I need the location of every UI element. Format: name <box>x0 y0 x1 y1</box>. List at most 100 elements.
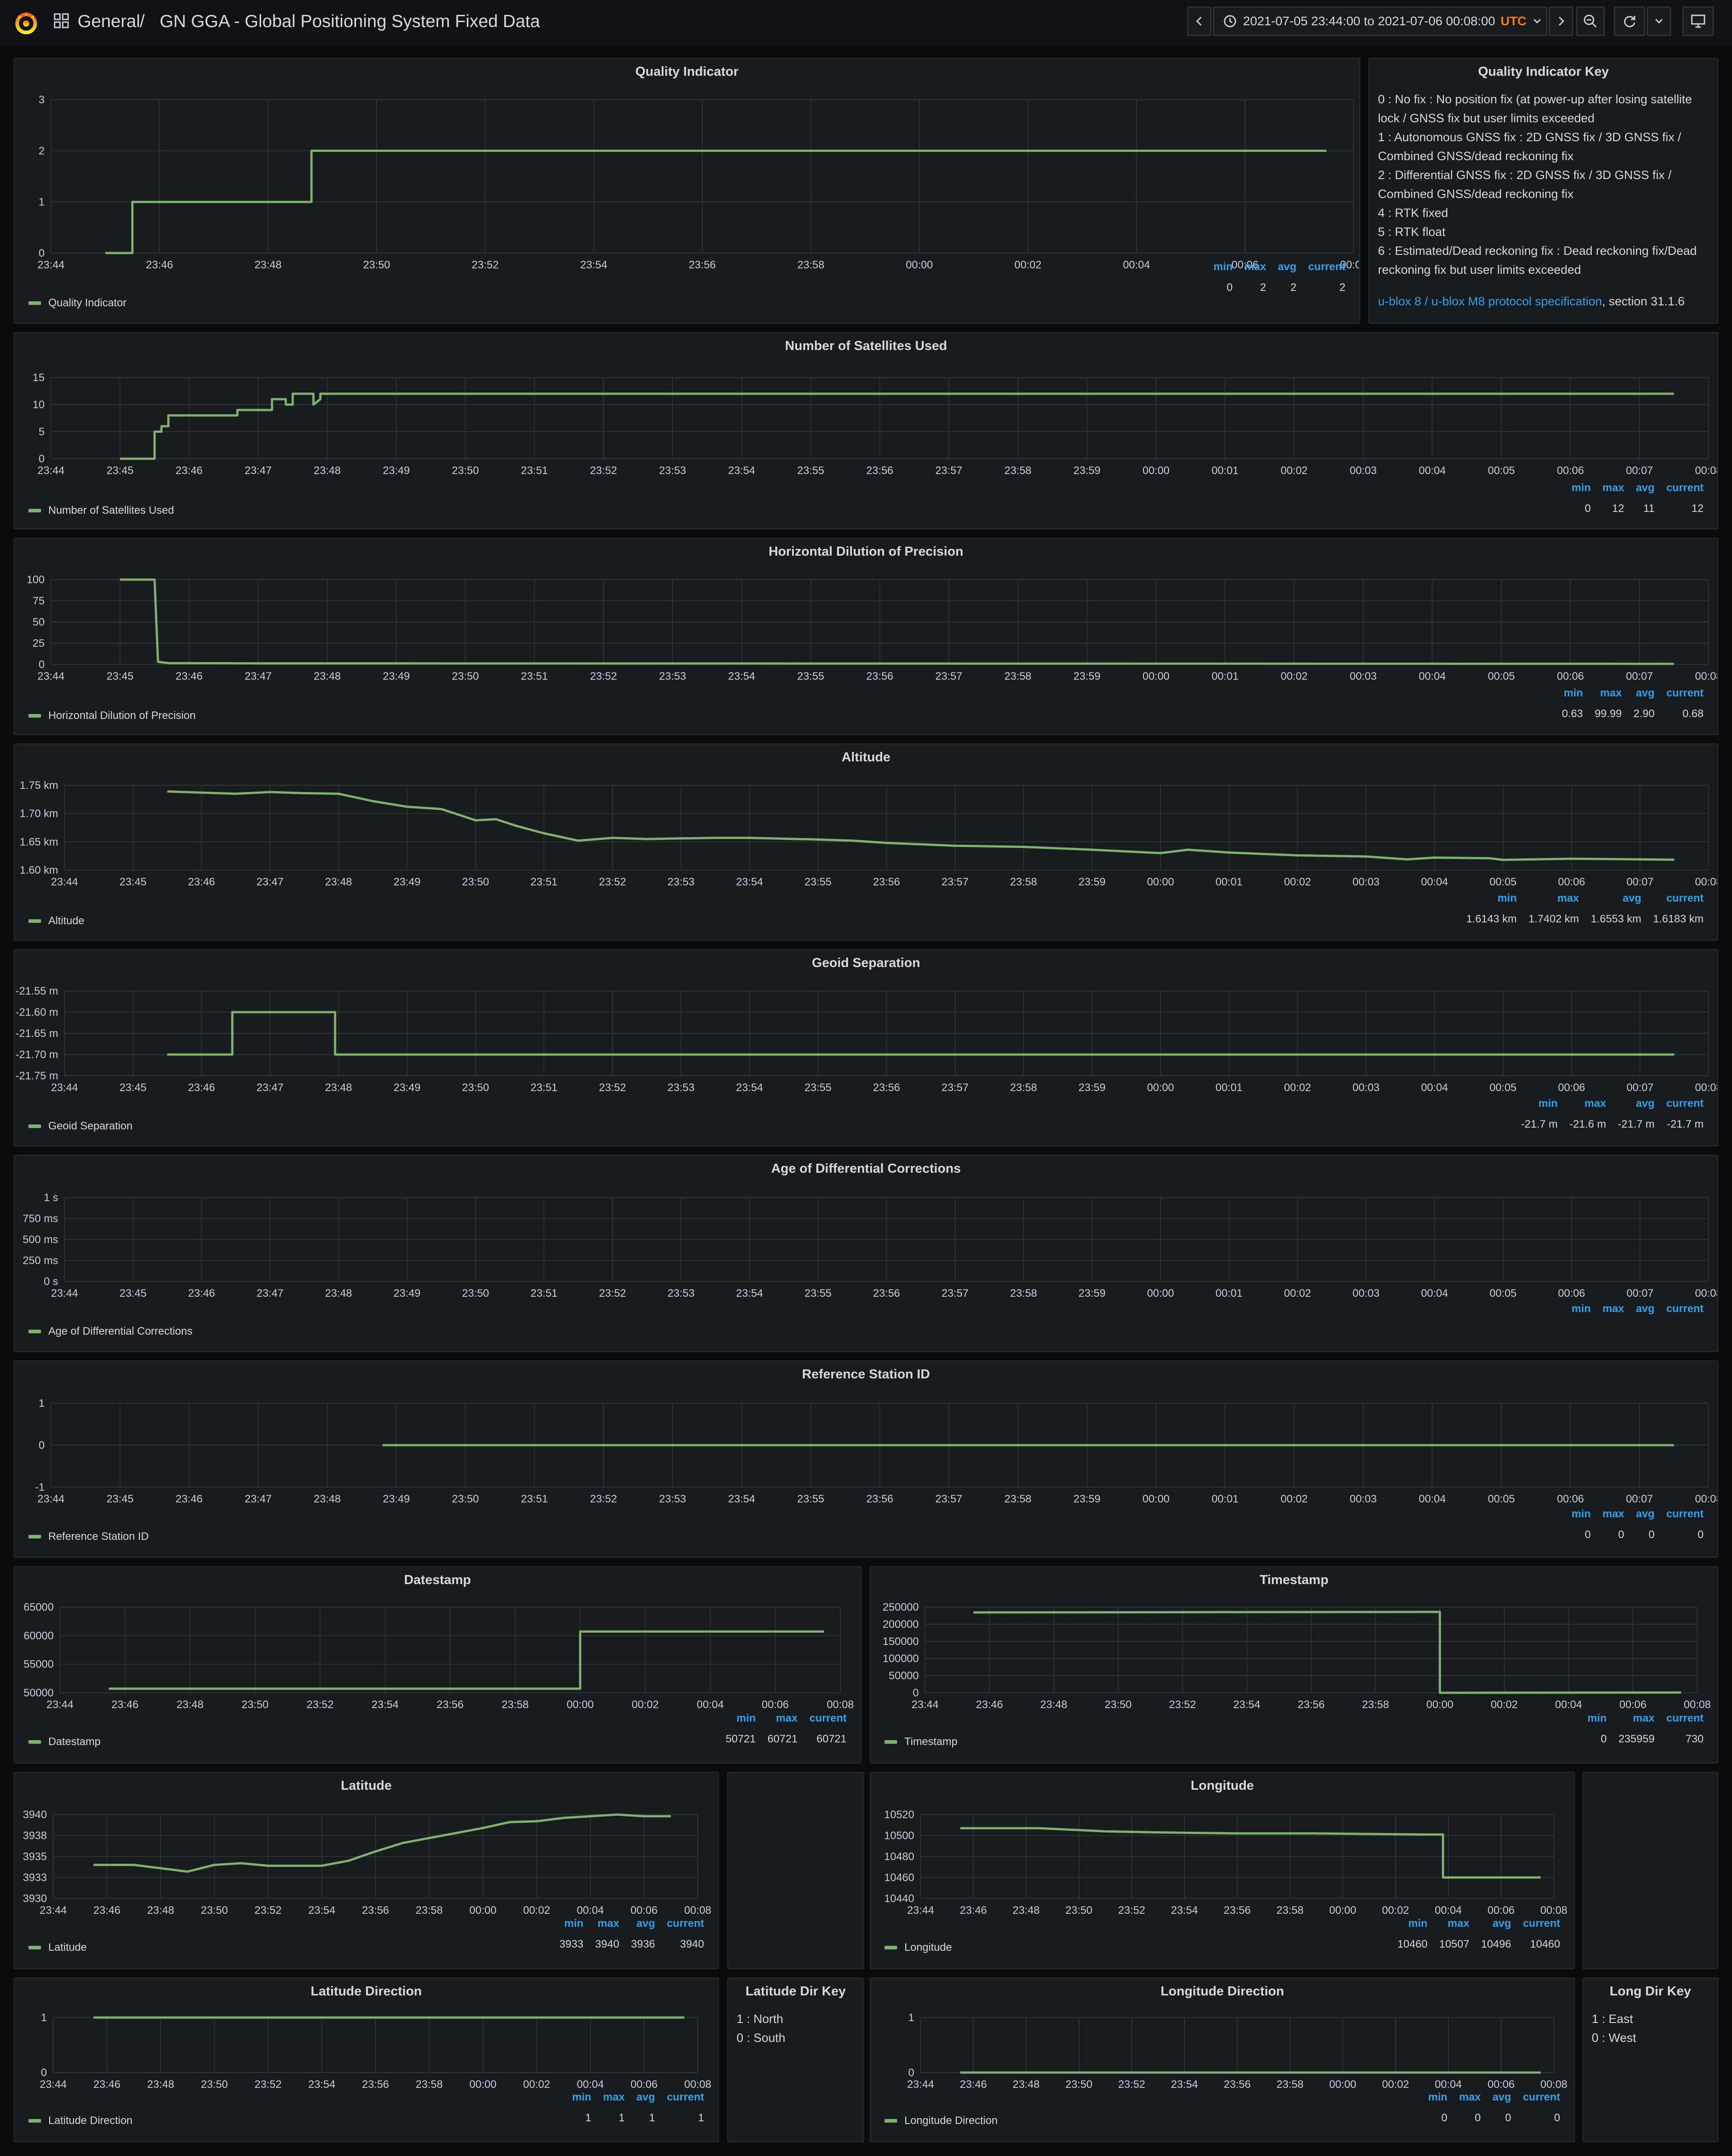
stat-header[interactable]: avg <box>1622 892 1641 904</box>
series-line[interactable] <box>120 578 1674 665</box>
stat-header[interactable]: max <box>776 1712 798 1724</box>
londir-panel[interactable]: Longitude Direction 23:44 23:46 23:48 23:50 2… <box>870 1977 1575 2142</box>
diffage-panel[interactable]: Age of Differential Corrections 23:44 23:4… <box>14 1155 1718 1352</box>
series-line[interactable] <box>167 1011 1675 1056</box>
hdop-panel[interactable]: Horizontal Dilution of Precision 23:44 23:… <box>14 538 1718 735</box>
stat-header[interactable]: max <box>1602 482 1624 494</box>
panel-title[interactable]: Longitude Direction <box>1161 1984 1284 1999</box>
series-line[interactable] <box>973 1611 1681 1694</box>
panel-title[interactable]: Number of Satellites Used <box>785 339 947 353</box>
geoid-panel[interactable]: Geoid Separation 23:44 23:45 23:46 23:47 23:4… <box>14 949 1718 1147</box>
legend-item[interactable]: Latitude Direction <box>28 2115 133 2127</box>
zoom-out-button[interactable] <box>1576 6 1605 36</box>
lon-graph[interactable]: 23:44 23:46 23:48 23:50 23:52 23:54 23:56 23:58… <box>871 1773 1574 1968</box>
stat-header[interactable]: max <box>1602 1508 1624 1520</box>
panel-title[interactable]: Latitude Direction <box>310 1984 422 1999</box>
diffage-graph[interactable]: 23:44 23:45 23:46 23:47 23:48 23:49 23:50 23:51… <box>15 1156 1717 1351</box>
legend-item[interactable]: Latitude <box>28 1941 87 1954</box>
date-graph[interactable]: 23:44 23:46 23:48 23:50 23:52 23:54 23:56 23:58… <box>15 1567 860 1762</box>
series-line[interactable] <box>93 1813 671 1873</box>
stat-header[interactable]: avg <box>1635 1303 1655 1315</box>
panel-title[interactable]: Longitude <box>1190 1778 1254 1793</box>
stat-header[interactable]: min <box>1428 2091 1447 2103</box>
quality-graph[interactable]: 23:44 23:46 23:48 23:50 23:52 23:54 23:56 23:58… <box>15 59 1359 322</box>
refid-panel[interactable]: Reference Station ID 23:44 23:45 23:46 23:47… <box>14 1360 1718 1558</box>
panel-title[interactable]: Reference Station ID <box>802 1367 930 1382</box>
legend-item[interactable]: Longitude Direction <box>884 2115 998 2127</box>
stat-header[interactable]: avg <box>1492 1917 1511 1930</box>
panel-title[interactable]: Datestamp <box>404 1573 471 1587</box>
stat-header[interactable]: current <box>1666 1712 1704 1724</box>
stat-header[interactable]: min <box>1571 482 1591 494</box>
legend-item[interactable]: Timestamp <box>884 1736 958 1748</box>
stat-header[interactable]: min <box>572 2091 591 2103</box>
tv-mode-button[interactable] <box>1682 6 1714 36</box>
series-line[interactable] <box>109 1630 824 1690</box>
series-line[interactable] <box>105 149 1327 254</box>
panel-title[interactable]: Timestamp <box>1259 1573 1329 1587</box>
stat-header[interactable]: avg <box>1277 261 1297 273</box>
legend-item[interactable]: Longitude <box>884 1941 952 1954</box>
time-panel[interactable]: Timestamp 23:44 23:46 23:48 23:50 23:52 23:54 2… <box>870 1566 1718 1764</box>
stat-header[interactable]: min <box>1563 687 1583 699</box>
sats-panel[interactable]: Number of Satellites Used 23:44 23:45 23:46… <box>14 332 1718 530</box>
latdir-panel[interactable]: Latitude Direction 23:44 23:46 23:48 23:50 23… <box>14 1977 719 2142</box>
alt-graph[interactable]: 23:44 23:45 23:46 23:47 23:48 23:49 23:50 23:51… <box>15 745 1717 940</box>
legend-item[interactable]: Reference Station ID <box>28 1530 149 1543</box>
refresh-interval-button[interactable] <box>1647 6 1671 36</box>
stat-header[interactable]: min <box>1571 1303 1591 1315</box>
legend-item[interactable]: Geoid Separation <box>28 1120 133 1133</box>
hdop-graph[interactable]: 23:44 23:45 23:46 23:47 23:48 23:49 23:50 23:51… <box>15 539 1717 734</box>
dashboard-title[interactable]: GN GGA - Global Positioning System Fixed… <box>160 12 540 31</box>
stat-header[interactable]: avg <box>1635 687 1655 699</box>
time-forward-button[interactable] <box>1549 6 1573 36</box>
alt-panel[interactable]: Altitude 23:44 23:45 23:46 23:47 23:48 23:49 23… <box>14 743 1718 941</box>
stat-header[interactable]: current <box>1666 1097 1704 1110</box>
stat-header[interactable]: current <box>1523 1917 1560 1930</box>
stat-header[interactable]: min <box>1497 892 1517 904</box>
stat-header[interactable]: current <box>1666 1508 1704 1520</box>
legend-item[interactable]: Quality Indicator <box>28 297 126 309</box>
refid-graph[interactable]: 23:44 23:45 23:46 23:47 23:48 23:49 23:50 23:51… <box>15 1362 1717 1557</box>
refresh-button[interactable] <box>1614 6 1645 36</box>
stat-header[interactable]: avg <box>1635 482 1655 494</box>
londir-graph[interactable]: 23:44 23:46 23:48 23:50 23:52 23:54 23:56 23:58… <box>871 1979 1574 2141</box>
lat-panel[interactable]: Latitude 23:44 23:46 23:48 23:50 23:52 23:54 23… <box>14 1772 719 1969</box>
lon-panel[interactable]: Longitude 23:44 23:46 23:48 23:50 23:52 23:54 2… <box>870 1772 1575 1969</box>
legend-item[interactable]: Age of Differential Corrections <box>28 1325 193 1338</box>
stat-header[interactable]: max <box>1459 2091 1481 2103</box>
panel-title[interactable]: Geoid Separation <box>811 956 921 970</box>
legend-item[interactable]: Altitude <box>28 915 84 927</box>
stat-header[interactable]: max <box>1600 687 1622 699</box>
lat-graph[interactable]: 23:44 23:46 23:48 23:50 23:52 23:54 23:56 23:58… <box>15 1773 718 1968</box>
stat-header[interactable]: max <box>597 1917 619 1930</box>
stat-header[interactable]: max <box>1584 1097 1606 1110</box>
stat-header[interactable]: max <box>1557 892 1579 904</box>
panel-title[interactable]: Quality Indicator <box>635 64 739 79</box>
stat-header[interactable]: max <box>1602 1303 1624 1315</box>
stat-header[interactable]: avg <box>1635 1097 1655 1110</box>
stat-header[interactable]: avg <box>636 2091 655 2103</box>
stat-header[interactable]: current <box>1666 482 1704 494</box>
stat-header[interactable]: current <box>809 1712 847 1724</box>
geoid-graph[interactable]: 23:44 23:45 23:46 23:47 23:48 23:49 23:50 23:51… <box>15 950 1717 1145</box>
panel-title[interactable]: Altitude <box>842 750 890 765</box>
stat-header[interactable]: max <box>1447 1917 1469 1930</box>
date-panel[interactable]: Datestamp 23:44 23:46 23:48 23:50 23:52 23:54 2… <box>14 1566 861 1764</box>
series-line[interactable] <box>120 392 1674 460</box>
legend-item[interactable]: Number of Satellites Used <box>28 504 174 517</box>
stat-header[interactable]: avg <box>1635 1508 1655 1520</box>
legend-item[interactable]: Horizontal Dilution of Precision <box>28 709 196 722</box>
stat-header[interactable]: current <box>1666 687 1704 699</box>
time-range-picker[interactable]: 2021-07-05 23:44:00 to 2021-07-06 00:08:… <box>1213 6 1548 36</box>
stat-header[interactable]: current <box>1523 2091 1560 2103</box>
stat-header[interactable]: current <box>667 1917 704 1930</box>
quality-panel[interactable]: Quality Indicator 23:44 23:46 23:48 23:50 23:… <box>14 58 1360 324</box>
stat-header[interactable]: min <box>564 1917 584 1930</box>
stat-header[interactable]: current <box>1666 892 1704 904</box>
sats-graph[interactable]: 23:44 23:45 23:46 23:47 23:48 23:49 23:50 23:51… <box>15 333 1717 528</box>
stat-header[interactable]: min <box>1587 1712 1607 1724</box>
time-back-button[interactable] <box>1187 6 1211 36</box>
panel-title[interactable]: Age of Differential Corrections <box>771 1161 961 1176</box>
stat-header[interactable]: avg <box>636 1917 655 1930</box>
